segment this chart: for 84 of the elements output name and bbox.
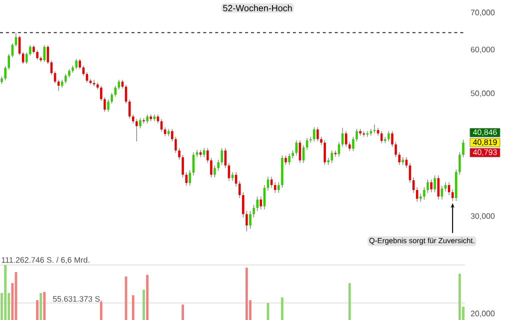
candlestick xyxy=(362,130,365,138)
candlestick xyxy=(136,118,138,142)
candlestick xyxy=(210,158,212,178)
candlestick xyxy=(430,179,432,192)
candlestick xyxy=(89,78,92,85)
candlestick xyxy=(249,210,252,230)
candlestick xyxy=(29,44,32,56)
candlestick xyxy=(100,86,102,102)
candlestick xyxy=(423,186,426,200)
candlestick xyxy=(146,114,148,124)
candlestick xyxy=(458,152,461,175)
bar xyxy=(146,274,149,320)
bar xyxy=(132,295,134,320)
candlestick xyxy=(132,114,134,124)
candlestick xyxy=(462,139,464,158)
bar xyxy=(458,274,461,320)
bar xyxy=(280,297,284,320)
candlestick xyxy=(110,92,113,104)
candlestick xyxy=(313,127,316,142)
candlestick xyxy=(434,175,436,192)
candlestick xyxy=(78,58,82,70)
candlestick xyxy=(114,86,116,97)
candlestick xyxy=(426,179,429,194)
bar xyxy=(4,264,7,320)
candlestick xyxy=(394,142,397,158)
candlestick xyxy=(231,172,234,182)
candlestick xyxy=(256,196,258,212)
candlestick xyxy=(214,165,216,178)
candlestick xyxy=(348,142,351,152)
candlestick xyxy=(104,96,106,112)
bar xyxy=(182,304,184,320)
bar xyxy=(100,302,102,320)
candlestick xyxy=(178,148,180,160)
candlestick xyxy=(182,154,184,178)
ref-line-label: 52-Wochen-Hoch xyxy=(223,4,292,12)
candlestick xyxy=(242,192,244,218)
candlestick xyxy=(288,153,290,166)
candlestick xyxy=(139,118,142,129)
candlestick xyxy=(22,52,24,64)
bar xyxy=(36,300,38,320)
candlestick xyxy=(8,54,10,70)
candlestick xyxy=(324,140,326,166)
candlestick xyxy=(278,182,280,194)
candlestick xyxy=(388,130,390,142)
candlestick xyxy=(356,128,358,142)
bar xyxy=(43,292,46,320)
candlestick xyxy=(206,148,209,164)
candlestick xyxy=(14,32,18,47)
candlestick xyxy=(92,80,96,86)
candlestick xyxy=(75,58,78,70)
candlestick xyxy=(43,44,46,62)
candlestick xyxy=(57,80,60,92)
candlestick xyxy=(437,175,440,200)
candlestick xyxy=(188,170,192,186)
candlestick xyxy=(370,128,372,136)
candlestick xyxy=(352,136,354,152)
bar xyxy=(246,268,248,320)
candlestick xyxy=(246,210,248,232)
candlestick xyxy=(391,130,394,148)
candlestick xyxy=(295,140,298,156)
bar xyxy=(40,293,42,320)
candlestick xyxy=(156,114,160,124)
candlestick xyxy=(376,128,380,136)
bar xyxy=(142,290,145,320)
candlestick xyxy=(25,52,28,64)
candlestick xyxy=(220,148,223,166)
candlestick xyxy=(398,152,400,166)
candlestick xyxy=(171,128,174,142)
candlestick xyxy=(64,74,67,84)
candlestick xyxy=(252,204,255,218)
candlestick xyxy=(4,66,6,80)
bar xyxy=(348,283,351,320)
candlestick xyxy=(416,186,418,202)
candlestick xyxy=(217,160,220,172)
candlestick xyxy=(451,189,454,202)
candlestick xyxy=(185,172,188,186)
candlestick xyxy=(260,196,262,210)
candlestick xyxy=(316,127,319,142)
candlestick xyxy=(284,155,287,166)
candlestick xyxy=(202,148,206,158)
candlestick xyxy=(174,136,177,154)
candlestick xyxy=(412,177,415,194)
candlestick xyxy=(36,50,38,60)
candlestick xyxy=(107,99,110,112)
